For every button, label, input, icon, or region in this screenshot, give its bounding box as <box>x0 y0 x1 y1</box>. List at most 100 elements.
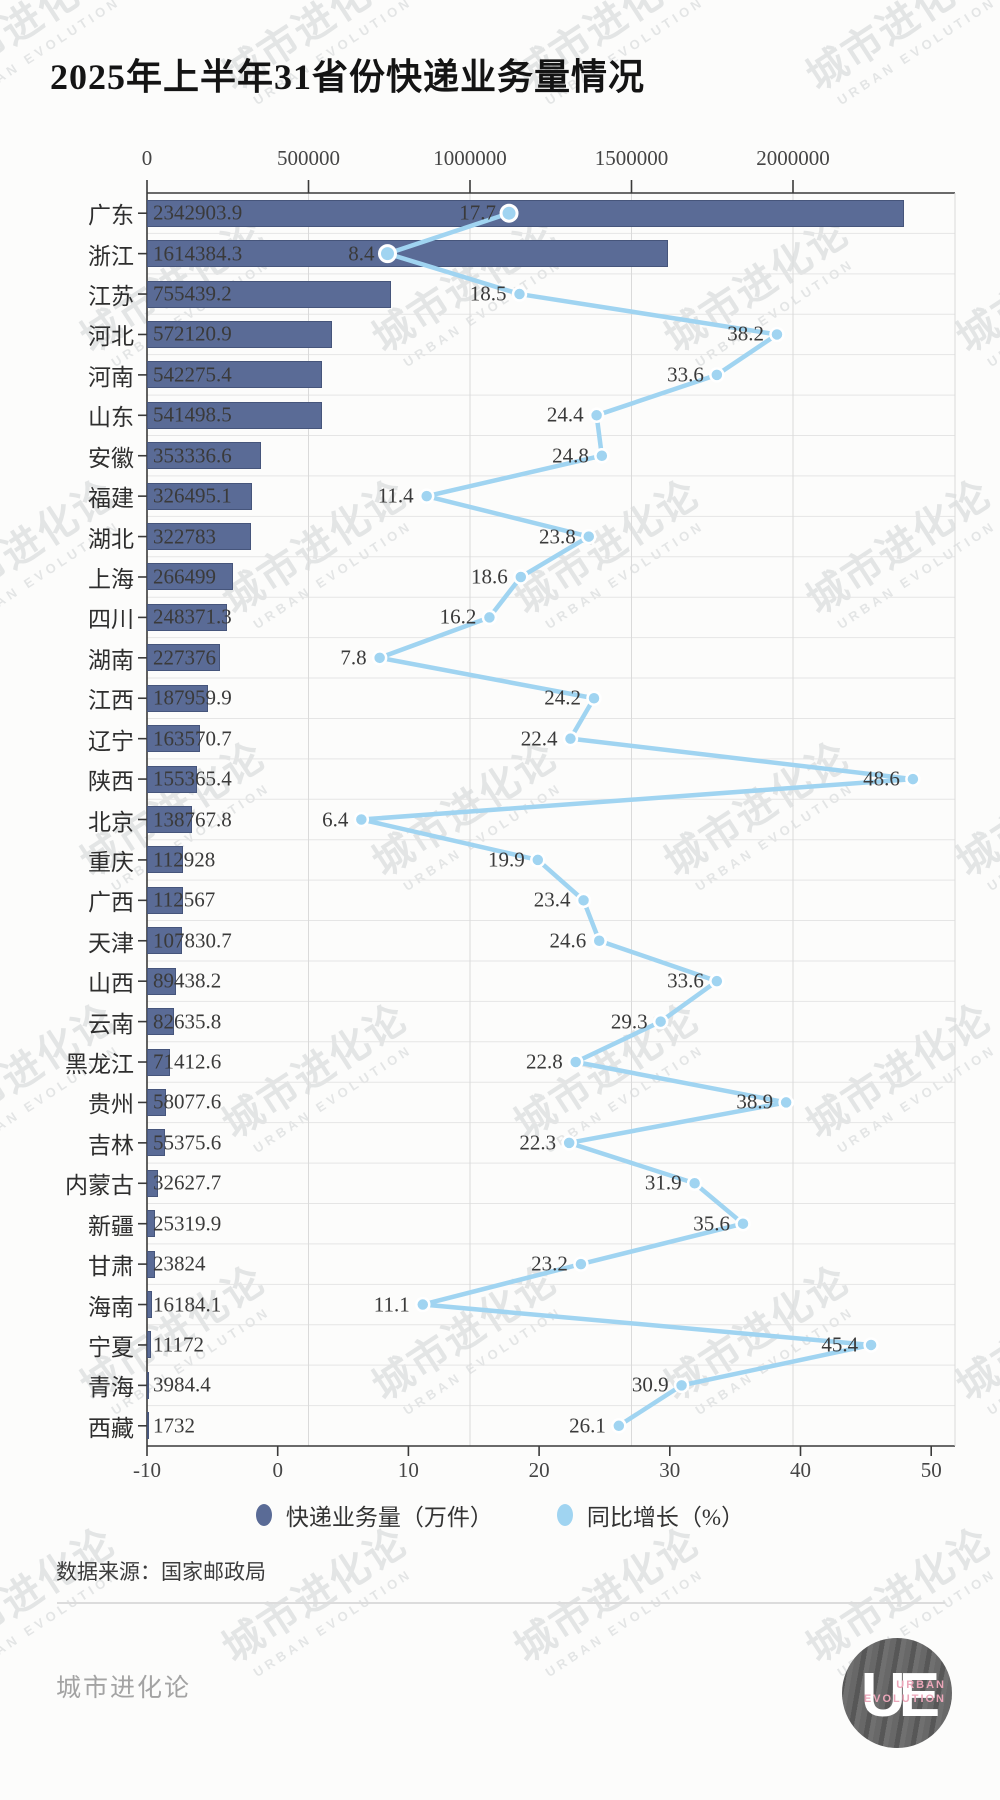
category-label: 广西 <box>88 890 134 916</box>
growth-value-label: 23.2 <box>531 1251 568 1276</box>
growth-value-label: 18.6 <box>471 564 508 589</box>
growth-value-label: 38.9 <box>736 1089 774 1114</box>
volume-bar <box>147 1331 151 1359</box>
growth-value-label: 26.1 <box>569 1413 606 1438</box>
bottom-axis-tick-label: 40 <box>790 1458 811 1482</box>
growth-value-label: 8.4 <box>348 241 375 266</box>
growth-marker <box>652 1013 669 1030</box>
legend-label-volume: 快递业务量（万件） <box>285 1505 493 1530</box>
growth-marker <box>586 690 602 706</box>
volume-value-label: 138767.8 <box>153 807 232 831</box>
growth-value-label: 38.2 <box>727 321 764 346</box>
growth-value-label: 16.2 <box>439 604 477 629</box>
growth-marker <box>561 1135 577 1151</box>
category-label: 江苏 <box>88 284 134 310</box>
volume-value-label: 23824 <box>153 1251 206 1276</box>
volume-value-label: 1732 <box>153 1413 195 1438</box>
growth-marker <box>588 407 605 424</box>
volume-value-label: 58077.6 <box>153 1089 222 1114</box>
category-label: 吉林 <box>88 1132 134 1158</box>
category-label: 山西 <box>88 971 134 997</box>
logo-words: URBAN EVOLUTION <box>864 1678 946 1706</box>
growth-marker <box>709 973 725 989</box>
volume-value-label: 2342903.9 <box>153 200 243 225</box>
category-label: 海南 <box>88 1294 134 1320</box>
growth-value-label: 19.9 <box>488 847 525 872</box>
category-label: 辽宁 <box>88 728 134 754</box>
growth-marker <box>686 1175 703 1192</box>
category-label: 贵州 <box>88 1092 134 1118</box>
category-label: 河北 <box>88 324 134 350</box>
volume-value-label: 155365.4 <box>153 766 232 791</box>
category-label: 北京 <box>88 809 134 835</box>
growth-marker <box>673 1377 690 1394</box>
volume-value-label: 541498.5 <box>153 402 232 427</box>
logo-word-1: URBAN <box>896 1679 946 1691</box>
volume-value-label: 89438.2 <box>153 968 222 993</box>
growth-marker <box>581 528 597 545</box>
legend-item-growth: 同比增长（%） <box>556 1498 745 1532</box>
growth-value-label: 33.6 <box>667 362 704 387</box>
volume-value-label: 266499 <box>153 564 216 589</box>
growth-marker <box>481 609 498 626</box>
category-label: 浙江 <box>88 243 134 269</box>
growth-marker <box>863 1337 879 1353</box>
volume-value-label: 542275.4 <box>153 362 232 387</box>
legend-label-growth: 同比增长（%） <box>586 1505 745 1530</box>
growth-value-label: 22.4 <box>520 726 558 751</box>
top-axis-tick-label: 0 <box>141 146 153 170</box>
growth-marker <box>377 244 397 264</box>
volume-value-label: 326495.1 <box>153 483 232 508</box>
growth-marker <box>778 1094 794 1111</box>
volume-bar <box>147 1088 166 1116</box>
volume-bar <box>147 1129 165 1157</box>
volume-bar <box>147 1210 156 1238</box>
growth-marker <box>353 811 370 828</box>
legend-item-volume: 快递业务量（万件） <box>255 1498 493 1532</box>
volume-bar <box>147 806 192 833</box>
volume-bar <box>147 401 322 429</box>
volume-value-label: 227376 <box>153 645 216 670</box>
category-label: 江西 <box>88 688 134 714</box>
volume-bar <box>147 361 323 389</box>
growth-value-label: 48.6 <box>863 766 900 791</box>
top-axis-tick-label: 500000 <box>277 146 340 170</box>
category-label: 安徽 <box>88 445 134 471</box>
category-label: 西藏 <box>88 1415 134 1441</box>
brand-name: 城市进化论 <box>56 1675 192 1702</box>
growth-value-label: 11.1 <box>373 1292 410 1317</box>
growth-marker <box>769 326 785 343</box>
category-label: 黑龙江 <box>65 1052 134 1078</box>
growth-value-label: 24.2 <box>544 685 581 710</box>
growth-marker <box>567 1054 584 1070</box>
category-label: 天津 <box>88 930 134 956</box>
category-label: 湖北 <box>88 526 134 552</box>
growth-marker <box>611 1418 627 1434</box>
volume-bar <box>147 199 904 227</box>
footer-divider <box>57 1602 945 1604</box>
volume-legend-dot-icon <box>255 1504 272 1526</box>
growth-marker <box>418 488 435 504</box>
volume-value-label: 25319.9 <box>153 1211 222 1236</box>
volume-value-label: 32627.7 <box>153 1170 222 1195</box>
growth-marker <box>594 447 610 464</box>
volume-bar <box>147 684 208 712</box>
volume-bar <box>147 280 391 308</box>
volume-bar <box>147 725 200 753</box>
growth-marker <box>371 650 388 666</box>
volume-value-label: 322783 <box>153 524 216 549</box>
bottom-axis-tick-label: 10 <box>397 1458 419 1482</box>
growth-value-label: 22.8 <box>525 1049 563 1074</box>
growth-value-label: 22.3 <box>519 1130 557 1155</box>
growth-value-label: 17.7 <box>459 200 497 225</box>
logo-word-2: EVOLUTION <box>863 1693 946 1705</box>
logo-letters: UE <box>860 1660 940 1730</box>
category-label: 广东 <box>88 203 134 229</box>
growth-marker <box>530 852 546 868</box>
volume-value-label: 248371.3 <box>153 604 232 629</box>
category-label: 福建 <box>88 486 134 512</box>
growth-marker <box>415 1296 431 1313</box>
